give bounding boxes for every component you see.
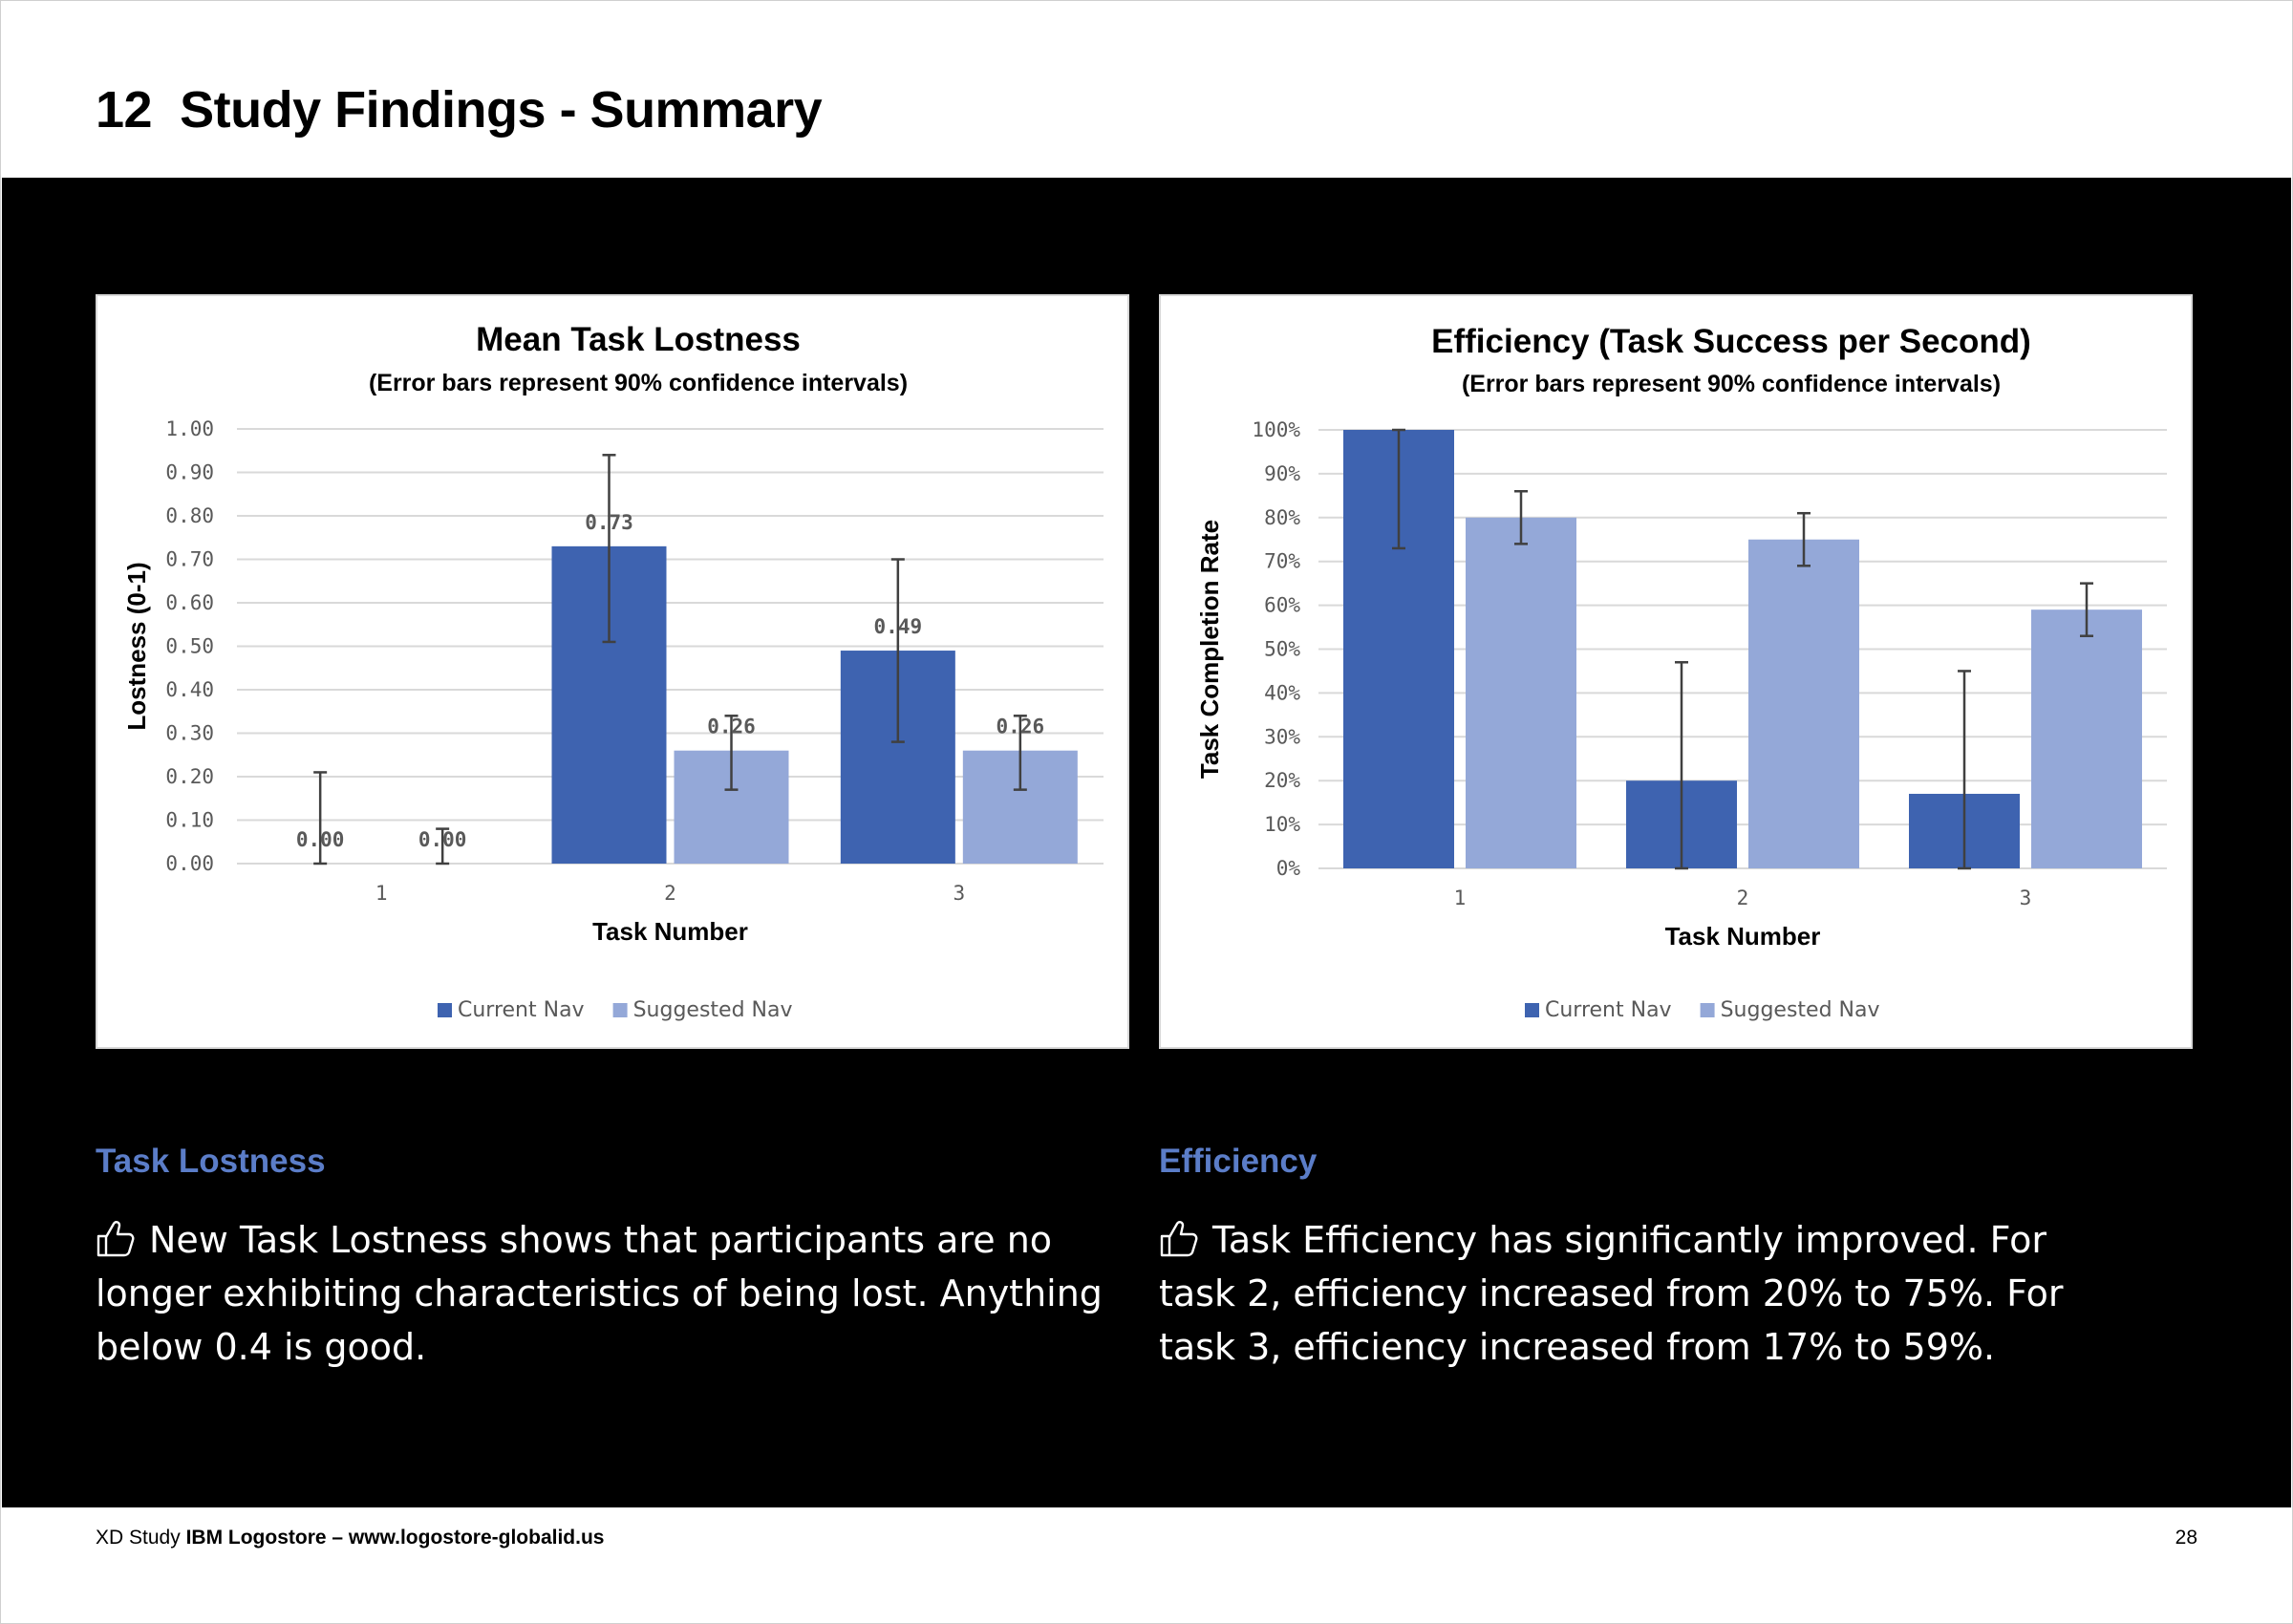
efficiency-y-tick-label: 100% <box>1252 418 1300 441</box>
lostness-data-label: 0.73 <box>585 511 633 534</box>
efficiency-body: Task Efficiency has significantly improv… <box>1159 1213 2124 1374</box>
efficiency-y-axis-title: Task Completion Rate <box>1195 520 1224 779</box>
efficiency-y-tick-label: 90% <box>1264 462 1300 485</box>
efficiency-x-axis-title: Task Number <box>1665 922 1821 951</box>
efficiency-bar <box>1466 517 1576 868</box>
efficiency-bar <box>2031 609 2142 868</box>
efficiency-legend-label: Suggested Nav <box>1721 998 1880 1022</box>
thumbs-up-icon <box>1160 1221 1198 1257</box>
efficiency-x-tick-label: 3 <box>2020 887 2032 909</box>
efficiency-y-tick-label: 70% <box>1264 550 1300 573</box>
lostness-y-tick-label: 1.00 <box>165 417 214 440</box>
efficiency-y-tick-label: 40% <box>1264 681 1300 704</box>
efficiency-subtitle: (Error bars represent 90% confidence int… <box>1462 371 2001 397</box>
lostness-legend-label: Suggested Nav <box>633 998 793 1022</box>
efficiency-heading: Efficiency <box>1159 1143 1318 1180</box>
efficiency-chart-svg: Efficiency (Task Success per Second) (Err… <box>1195 323 2167 1022</box>
efficiency-x-tick-label: 2 <box>1737 887 1749 909</box>
lostness-data-label: 0.26 <box>996 716 1045 738</box>
lostness-x-tick-label: 2 <box>664 882 676 905</box>
lostness-y-tick-label: 0.30 <box>165 722 214 745</box>
title-text: Study Findings - Summary <box>180 81 823 139</box>
efficiency-legend-label: Current Nav <box>1545 998 1672 1022</box>
lostness-y-tick-label: 0.10 <box>165 809 214 832</box>
efficiency-y-tick-label: 20% <box>1264 769 1300 792</box>
efficiency-chart: Efficiency (Task Success per Second) (Err… <box>1159 294 2193 1049</box>
thumbs-up-icon <box>96 1221 135 1257</box>
efficiency-legend-swatch <box>1700 1003 1715 1017</box>
lostness-legend-label: Current Nav <box>458 998 585 1022</box>
efficiency-y-tick-label: 50% <box>1264 638 1300 661</box>
lostness-y-axis-title: Lostness (0-1) <box>122 562 151 730</box>
lostness-legend-swatch <box>612 1003 628 1017</box>
lostness-chart-svg: Mean Task Lostness (Error bars represent … <box>122 321 1104 1022</box>
lostness-title: Mean Task Lostness <box>476 321 801 358</box>
lostness-x-axis-title: Task Number <box>592 917 748 946</box>
lostness-body: New Task Lostness shows that participant… <box>96 1213 1127 1374</box>
lostness-y-tick-label: 0.90 <box>165 461 214 484</box>
lostness-y-tick-label: 0.60 <box>165 591 214 614</box>
efficiency-title: Efficiency (Task Success per Second) <box>1431 323 2031 360</box>
efficiency-y-tick-label: 30% <box>1264 725 1300 748</box>
efficiency-y-tick-label: 10% <box>1264 813 1300 836</box>
footer-study-name: IBM Logostore – www.logostore-globalid.u… <box>185 1527 605 1549</box>
lostness-x-tick-label: 3 <box>954 882 966 905</box>
efficiency-legend-swatch <box>1525 1003 1539 1017</box>
lostness-data-label: 0.00 <box>418 828 467 851</box>
efficiency-y-tick-label: 80% <box>1264 506 1300 529</box>
efficiency-body-text: Task Efficiency has significantly improv… <box>1159 1219 2064 1368</box>
lostness-legend-swatch <box>438 1003 452 1017</box>
lostness-body-text: New Task Lostness shows that participant… <box>96 1219 1103 1368</box>
efficiency-x-tick-label: 1 <box>1454 887 1467 909</box>
lostness-y-tick-label: 0.40 <box>165 678 214 701</box>
page-title: 12 Study Findings - Summary <box>96 80 823 139</box>
lostness-y-tick-label: 0.20 <box>165 765 214 788</box>
lostness-y-tick-label: 0.80 <box>165 504 214 527</box>
section-number: 12 <box>96 81 153 139</box>
efficiency-y-tick-label: 0% <box>1276 857 1301 880</box>
lostness-chart: Mean Task Lostness (Error bars represent … <box>96 294 1129 1049</box>
lostness-x-tick-label: 1 <box>375 882 388 905</box>
lostness-y-tick-label: 0.50 <box>165 635 214 658</box>
lostness-data-label: 0.00 <box>296 828 345 851</box>
lostness-data-label: 0.26 <box>707 716 756 738</box>
lostness-y-tick-label: 0.00 <box>165 852 214 875</box>
footer-study-prefix: XD Study <box>96 1527 181 1549</box>
efficiency-bar <box>1748 539 1859 868</box>
lostness-data-label: 0.49 <box>874 615 923 638</box>
lostness-heading: Task Lostness <box>96 1143 326 1180</box>
lostness-y-tick-label: 0.70 <box>165 548 214 571</box>
lostness-subtitle: (Error bars represent 90% confidence int… <box>369 370 908 396</box>
footer-study: XD Study IBM Logostore – www.logostore-g… <box>96 1527 604 1549</box>
efficiency-y-tick-label: 60% <box>1264 594 1300 617</box>
page-number: 28 <box>2175 1527 2197 1549</box>
